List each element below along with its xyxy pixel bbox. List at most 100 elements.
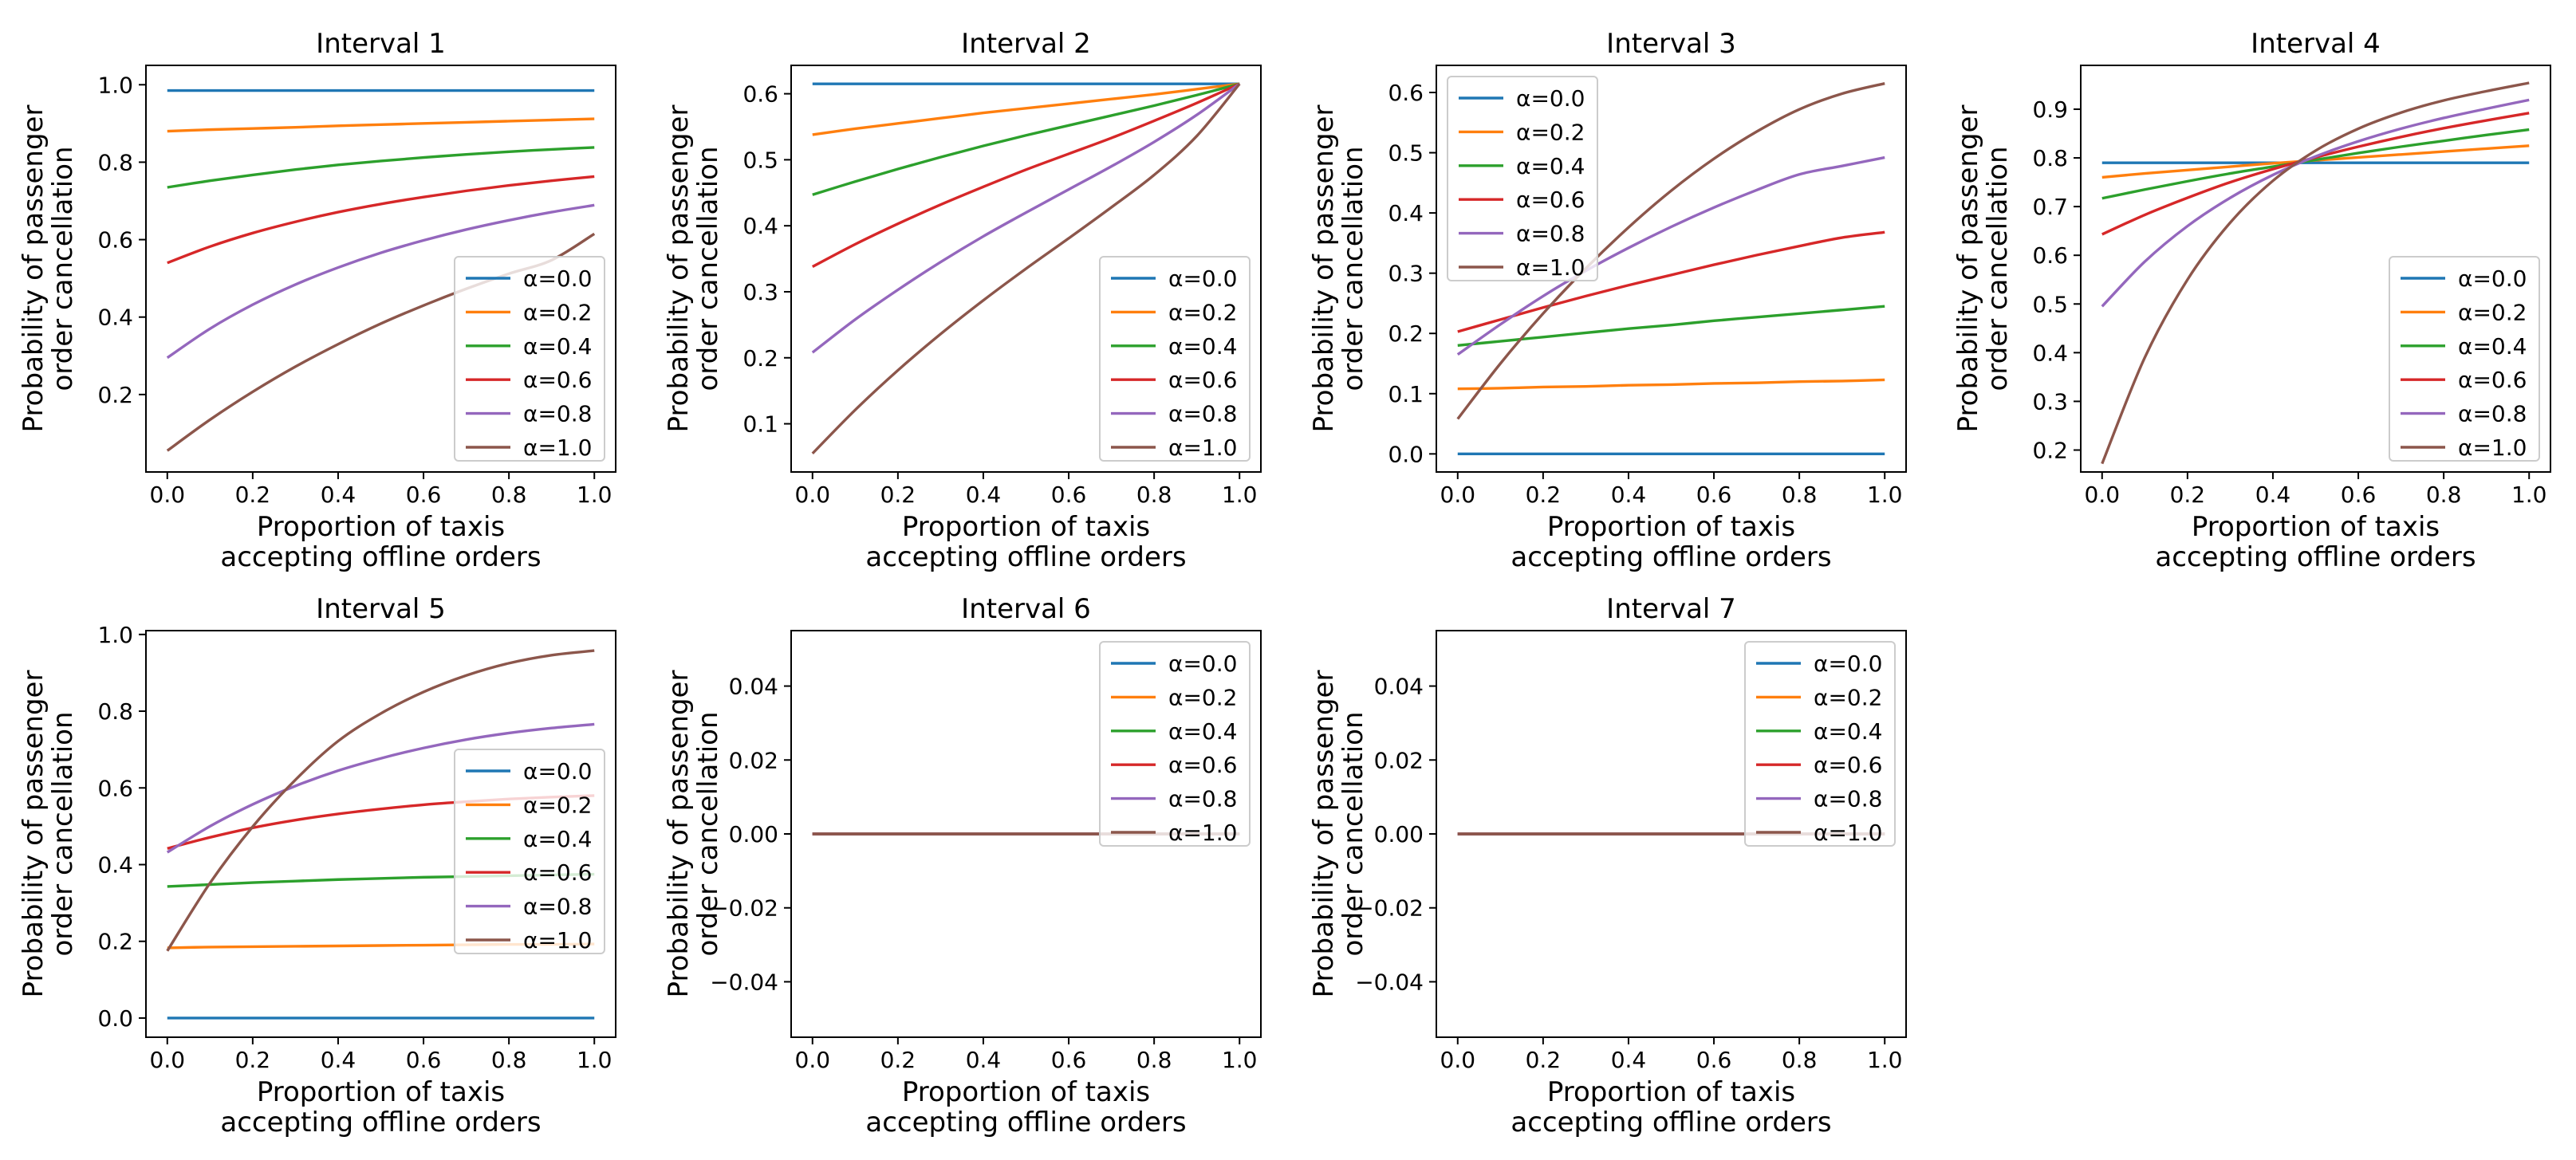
- legend-label: α=1.0: [1168, 820, 1237, 846]
- plot-frame: [790, 65, 1262, 473]
- x-axis-label-line-2: accepting offline orders: [865, 1107, 1186, 1138]
- subplot-interval-4: Interval 4 0.0 0.2 0.4 0.6 0.8 1.0 0.2 0.3 0.4 0.5…: [1952, 28, 2551, 573]
- y-tick-label: 0.6: [97, 227, 133, 254]
- x-tick-label: 1.0: [577, 482, 612, 508]
- y-tick-label: 0.2: [742, 345, 778, 372]
- series-line-alpha-0.8: [811, 82, 1241, 354]
- x-tick-label: 0.0: [1440, 1047, 1476, 1073]
- x-tick-label: 0.8: [491, 1047, 527, 1073]
- y-tick-label: 0.2: [97, 929, 133, 955]
- x-axis-ticks: 0.0 0.2 0.4 0.6 0.8 1.0: [1440, 472, 1903, 508]
- x-axis-label-line-1: Proportion of taxis: [1547, 1076, 1795, 1108]
- y-axis-label-line-1: Probability of passenger: [1952, 105, 1984, 433]
- y-tick-label: 0.6: [1388, 80, 1424, 106]
- x-tick-label: 0.4: [966, 1047, 1002, 1073]
- subplot-interval-6: Interval 6 0.0 0.2 0.4 0.6 0.8 1.0 −0.04 −0.02 0.…: [663, 593, 1262, 1138]
- x-tick-label: 0.4: [2255, 482, 2291, 508]
- x-axis-label-line-1: Proportion of taxis: [257, 1076, 505, 1108]
- y-tick-label: 0.00: [729, 821, 778, 847]
- plot-frame: [1436, 630, 1907, 1038]
- legend-label: α=0.8: [1168, 401, 1237, 427]
- x-tick-label: 0.0: [150, 1047, 186, 1073]
- legend-frame: [454, 256, 605, 462]
- series-line-alpha-1.0: [2101, 81, 2530, 465]
- series-line-alpha-1.0: [1456, 82, 1885, 420]
- subplot-interval-5: Interval 5 0.0 0.2 0.4 0.6 0.8 1.0 0.0 0.2 0.4 0.6…: [18, 593, 616, 1138]
- series-line-alpha-0.6: [1457, 230, 1885, 333]
- legend-label: α=0.4: [1814, 718, 1882, 745]
- y-tick-label: 0.6: [2032, 242, 2068, 269]
- x-tick-label: 0.6: [1051, 482, 1087, 508]
- y-axis-label-line-2: order cancellation: [47, 711, 79, 956]
- y-tick-label: −0.04: [1355, 969, 1424, 995]
- x-axis-label-line-2: accepting offline orders: [220, 541, 541, 573]
- legend-label: α=1.0: [1168, 435, 1237, 461]
- x-tick-label: 0.6: [2341, 482, 2377, 508]
- legend-label: α=0.6: [2458, 367, 2527, 393]
- legend-frame: [454, 749, 605, 954]
- x-axis-ticks: 0.0 0.2 0.4 0.6 0.8 1.0: [795, 472, 1257, 508]
- series-line-alpha-0.6: [167, 175, 595, 265]
- legend-label: α=0.6: [523, 859, 592, 886]
- x-tick-label: 0.2: [880, 1047, 916, 1073]
- x-tick-label: 0.8: [2426, 482, 2462, 508]
- y-axis-label-line-1: Probability of passenger: [18, 670, 49, 998]
- y-axis-ticks: 0.2 0.4 0.6 0.8 1.0: [97, 72, 146, 408]
- series-line-alpha-0.2: [812, 82, 1240, 136]
- x-axis-label-line-1: Proportion of taxis: [2192, 511, 2440, 543]
- legend-label: α=0.2: [1814, 684, 1882, 710]
- legend-frame: [1744, 641, 1896, 847]
- legend-label: α=0.8: [1168, 786, 1237, 812]
- legend-label: α=1.0: [1516, 254, 1585, 281]
- legend-label: α=0.4: [1516, 153, 1585, 179]
- x-tick-label: 1.0: [1867, 482, 1903, 508]
- series-lines: [811, 82, 1241, 455]
- x-tick-label: 0.2: [235, 1047, 271, 1073]
- subplot-title: Interval 3: [1606, 28, 1736, 60]
- plot-frame: [145, 630, 616, 1038]
- x-tick-label: 0.0: [795, 1047, 831, 1073]
- x-tick-label: 0.6: [406, 482, 442, 508]
- x-tick-label: 0.0: [150, 482, 186, 508]
- y-tick-label: 0.8: [2032, 145, 2068, 171]
- y-tick-label: 0.6: [742, 81, 778, 108]
- legend-label: α=0.2: [523, 299, 592, 325]
- y-tick-label: 1.0: [97, 622, 133, 648]
- series-lines: [1456, 82, 1885, 456]
- x-tick-label: 0.6: [1051, 1047, 1087, 1073]
- x-tick-label: 0.2: [1526, 482, 1562, 508]
- subplot-interval-2: Interval 2 0.0 0.2 0.4 0.6 0.8 1.0 0.1 0.2 0.3 0.4…: [663, 28, 1262, 573]
- legend: α=0.0 α=0.2 α=0.4 α=0.6 α=0.8 α=1.0: [454, 749, 605, 954]
- y-tick-label: 0.5: [742, 147, 778, 173]
- y-tick-label: 0.9: [2032, 96, 2068, 123]
- legend-label: α=0.0: [523, 758, 592, 784]
- x-tick-label: 0.8: [1136, 482, 1172, 508]
- legend: α=0.0 α=0.2 α=0.4 α=0.6 α=0.8 α=1.0: [1099, 641, 1251, 847]
- x-tick-label: 0.2: [235, 482, 271, 508]
- x-axis-label-line-1: Proportion of taxis: [902, 1076, 1150, 1108]
- x-tick-label: 0.2: [1526, 1047, 1562, 1073]
- y-tick-label: 0.3: [2032, 388, 2068, 415]
- legend-label: α=0.6: [1814, 752, 1882, 778]
- y-tick-label: 0.2: [97, 382, 133, 408]
- legend-label: α=0.2: [1168, 299, 1237, 325]
- series-line-alpha-0.8: [166, 722, 595, 854]
- legend-label: α=0.2: [1168, 684, 1237, 710]
- x-tick-label: 0.4: [321, 482, 356, 508]
- legend-label: α=0.8: [1814, 786, 1882, 812]
- subplot-title: Interval 6: [961, 593, 1091, 625]
- series-lines: [2101, 81, 2530, 465]
- legend-frame: [1447, 76, 1598, 281]
- x-tick-label: 0.2: [880, 482, 916, 508]
- y-tick-label: 0.6: [97, 775, 133, 801]
- y-axis-label-line-2: order cancellation: [1982, 146, 2014, 391]
- series-line-alpha-0.4: [812, 82, 1240, 196]
- legend: α=0.0 α=0.2 α=0.4 α=0.6 α=0.8 α=1.0: [454, 256, 605, 462]
- x-axis-label-line-2: accepting offline orders: [2155, 541, 2476, 573]
- legend-label: α=0.8: [2458, 401, 2527, 427]
- x-axis-label-line-2: accepting offline orders: [865, 541, 1186, 573]
- legend-label: α=0.4: [1168, 333, 1237, 360]
- legend-label: α=0.6: [1168, 752, 1237, 778]
- x-axis-label-line-1: Proportion of taxis: [1547, 511, 1795, 543]
- legend-label: α=0.2: [2458, 299, 2527, 325]
